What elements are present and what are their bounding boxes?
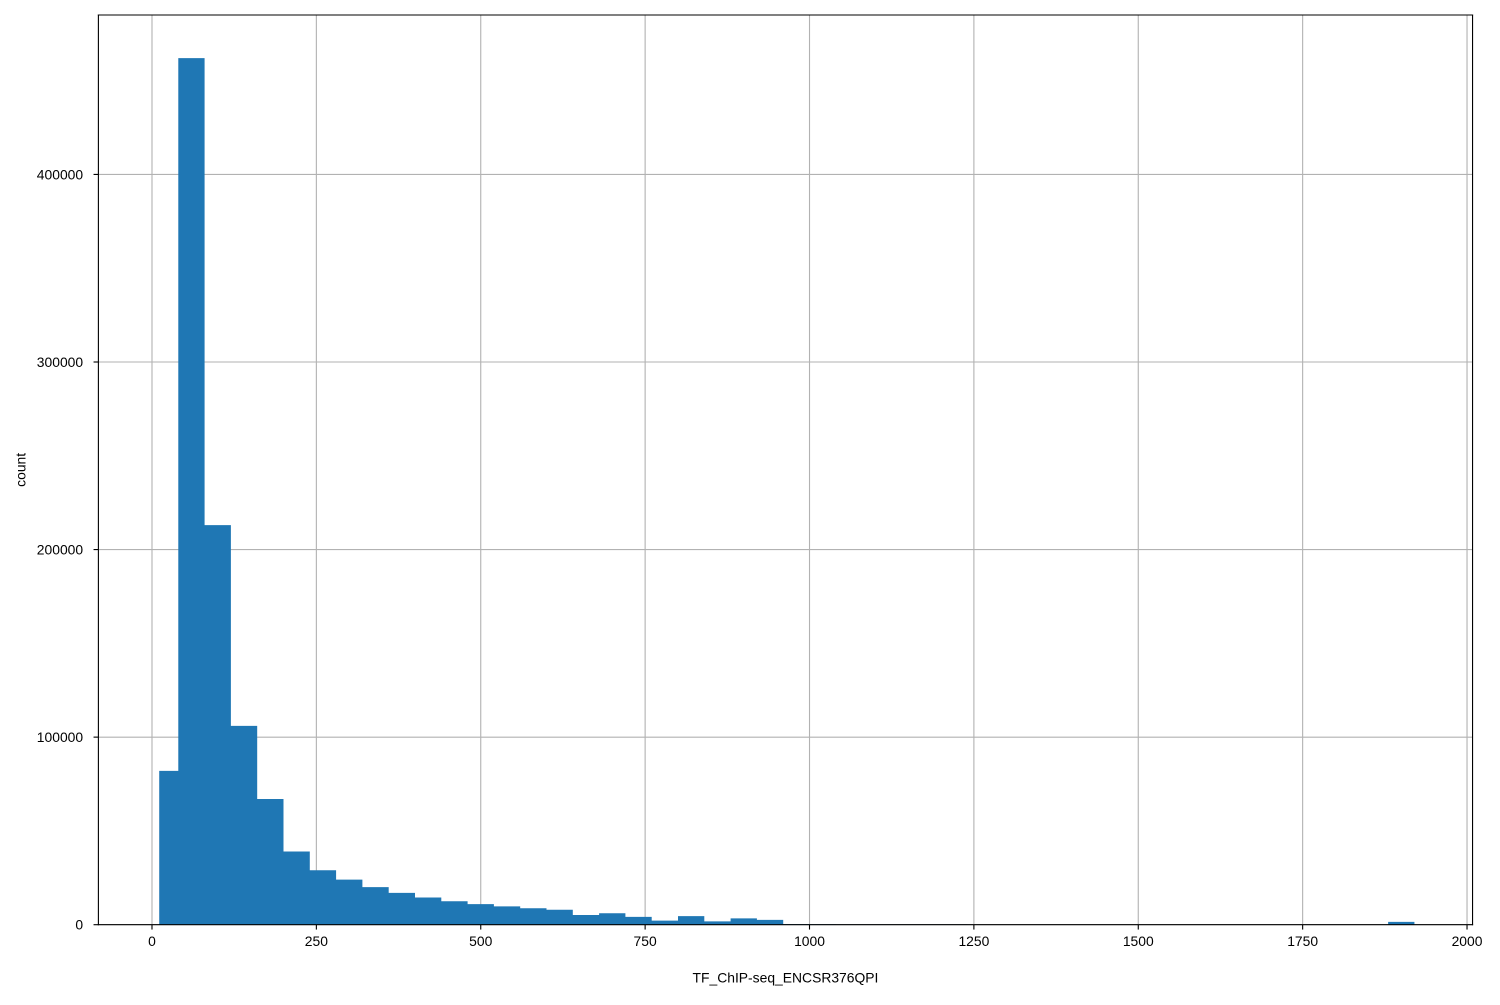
svg-text:0: 0 [75,917,83,933]
svg-text:500: 500 [469,933,492,949]
svg-text:300000: 300000 [37,354,84,370]
svg-text:200000: 200000 [37,542,84,558]
svg-text:400000: 400000 [37,166,84,182]
svg-text:1750: 1750 [1287,933,1318,949]
svg-text:1250: 1250 [958,933,989,949]
svg-text:count: count [13,453,29,487]
svg-text:1500: 1500 [1123,933,1154,949]
svg-text:250: 250 [305,933,328,949]
svg-text:100000: 100000 [37,729,84,745]
svg-text:TF_ChIP-seq_ENCSR376QPI: TF_ChIP-seq_ENCSR376QPI [693,969,879,985]
svg-text:1000: 1000 [794,933,825,949]
svg-text:0: 0 [148,933,156,949]
svg-text:2000: 2000 [1452,933,1483,949]
svg-text:750: 750 [634,933,657,949]
